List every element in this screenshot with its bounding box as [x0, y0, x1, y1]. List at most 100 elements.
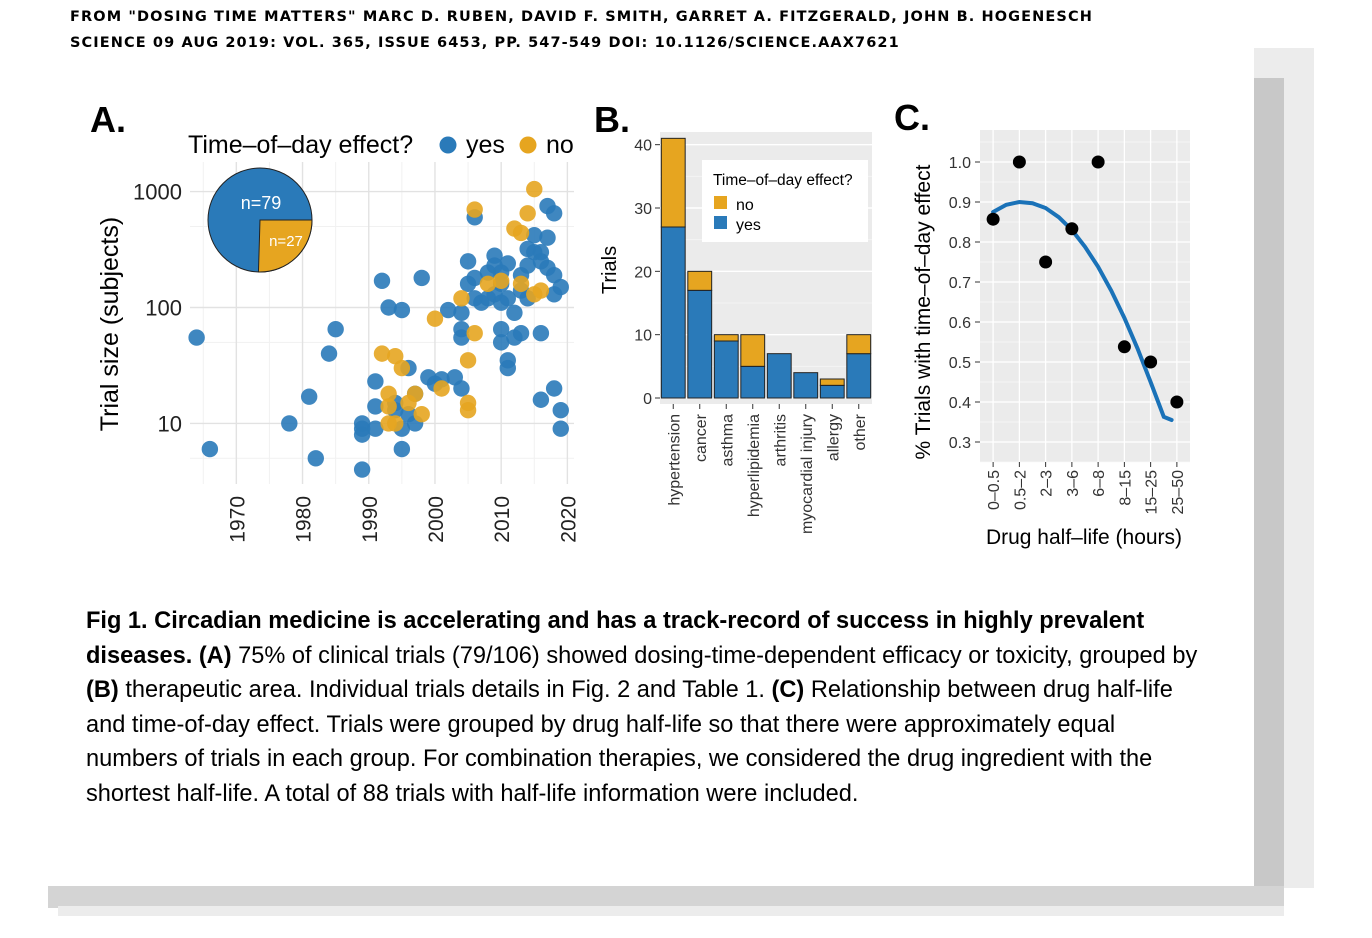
legend-title-b: Time–of–day effect?: [713, 172, 853, 189]
data-point-no: [492, 272, 510, 289]
panel-b: B. 0 10 20 30 40 Trials hypertension cancer asthm…: [594, 99, 872, 534]
data-point-no: [466, 325, 483, 342]
y-tick-label-b: 0: [643, 391, 652, 408]
pie-label-yes: n=79: [241, 193, 282, 213]
x-tick-label-a: 1990: [359, 496, 382, 543]
data-point-yes: [499, 359, 516, 377]
x-tick-label-c: 25–50: [1170, 470, 1187, 515]
data-point-yes: [453, 329, 470, 346]
y-tick-label-a: 1000: [133, 180, 182, 205]
y-tick-label-c: 0.4: [949, 395, 971, 412]
data-point-yes: [300, 388, 318, 405]
plot-area-c: [980, 130, 1190, 462]
legend-swatch-yes-b: [714, 216, 727, 229]
x-tick-label-c: 0–0.5: [986, 470, 1003, 510]
caption-c-text: Relationship between drug half-life and …: [86, 677, 1173, 807]
panel-label-b: B.: [594, 99, 630, 140]
data-point-no: [393, 359, 411, 377]
bar-yes: [660, 226, 686, 399]
y-axis-label-b: Trials: [599, 246, 621, 294]
data-point-c: [1170, 395, 1184, 409]
data-point-yes: [552, 401, 569, 419]
data-point-no: [459, 352, 477, 369]
x-tick-label-b: myocardial injury: [799, 414, 816, 534]
data-point-no: [426, 310, 444, 327]
x-tick-label-b: hyperlipidemia: [746, 414, 763, 517]
panel-label-c: C.: [894, 97, 930, 138]
bar-no: [819, 378, 845, 386]
x-tick-label-c: 3–6: [1065, 470, 1082, 497]
y-tick-label-a: 100: [145, 295, 182, 320]
x-tick-label-b: asthma: [719, 414, 736, 467]
data-point-no: [380, 398, 397, 415]
data-point-c: [1091, 155, 1105, 169]
bar-no: [740, 334, 766, 367]
y-axis-label-a: Trial size (subjects): [96, 217, 124, 431]
data-point-yes: [380, 299, 397, 316]
data-point-c: [986, 212, 1000, 226]
data-point-yes: [201, 440, 219, 458]
data-point-yes: [281, 415, 298, 432]
page-shadow-right-dark: [1254, 78, 1284, 908]
data-point-yes: [519, 257, 536, 274]
data-point-yes: [526, 227, 543, 244]
data-point-c: [1039, 255, 1053, 269]
panel-a: A. 10 100 1000 1970 1980 1990 2000 2010 2020 Trial…: [90, 99, 580, 543]
fit-curve-c: [991, 199, 1174, 422]
y-tick-label-c: 0.8: [949, 235, 971, 252]
x-tick-label-b: other: [852, 413, 869, 450]
data-point-c: [1117, 340, 1131, 354]
data-point-no: [406, 385, 424, 403]
bar-no: [846, 334, 872, 355]
x-tick-label-b: cancer: [693, 413, 710, 462]
data-point-yes: [320, 345, 338, 362]
legend-swatch-no-b: [714, 196, 727, 209]
data-point-c: [1144, 355, 1158, 369]
data-point-no: [373, 345, 391, 362]
pie-label-no: n=27: [269, 233, 303, 250]
data-point-yes: [552, 420, 569, 437]
data-point-yes: [453, 304, 470, 321]
bar-yes: [846, 353, 872, 399]
data-point-yes: [353, 461, 371, 478]
figure-caption: Fig 1. Circadian medicine is acceleratin…: [86, 604, 1206, 811]
y-tick-label-b: 40: [634, 138, 652, 155]
x-tick-label-b: arthritis: [772, 414, 789, 466]
data-point-yes: [492, 320, 510, 338]
caption-c-label: (C): [771, 677, 805, 703]
page-shadow-bottom: [48, 886, 1284, 908]
data-point-yes: [327, 320, 344, 338]
data-point-yes: [413, 269, 430, 287]
data-point-yes: [492, 334, 510, 351]
data-point-yes: [466, 269, 483, 287]
y-tick-label-c: 0.6: [949, 315, 971, 332]
bar-no: [660, 137, 686, 228]
data-point-yes: [499, 290, 516, 307]
x-tick-label-c: 15–25: [1144, 470, 1161, 515]
bar-yes: [713, 340, 739, 399]
pie-slice-no: [257, 219, 313, 273]
data-point-no: [479, 275, 497, 293]
data-point-yes: [506, 304, 523, 321]
data-point-yes: [367, 398, 384, 415]
data-point-no: [380, 385, 397, 403]
data-point-no: [413, 406, 430, 423]
y-tick-label-b: 30: [634, 201, 652, 218]
x-tick-label-a: 2020: [557, 496, 580, 543]
y-tick-label-b: 20: [634, 264, 652, 281]
data-point-no: [512, 224, 530, 242]
bar-yes: [740, 365, 766, 399]
data-point-no: [512, 275, 530, 293]
legend-label-no: no: [546, 131, 574, 159]
data-point-no: [459, 401, 477, 419]
x-tick-label-c: 0.5–2: [1012, 470, 1029, 510]
data-point-yes: [532, 391, 550, 408]
x-tick-label-a: 1970: [226, 496, 249, 543]
data-point-yes: [307, 450, 324, 467]
legend-box-b: [702, 160, 868, 242]
caption-a-label: (A): [198, 642, 232, 669]
data-point-yes: [459, 253, 477, 270]
caption-title: Fig 1. Circadian medicine is acceleratin…: [86, 608, 1145, 669]
y-tick-label-a: 10: [158, 411, 182, 436]
